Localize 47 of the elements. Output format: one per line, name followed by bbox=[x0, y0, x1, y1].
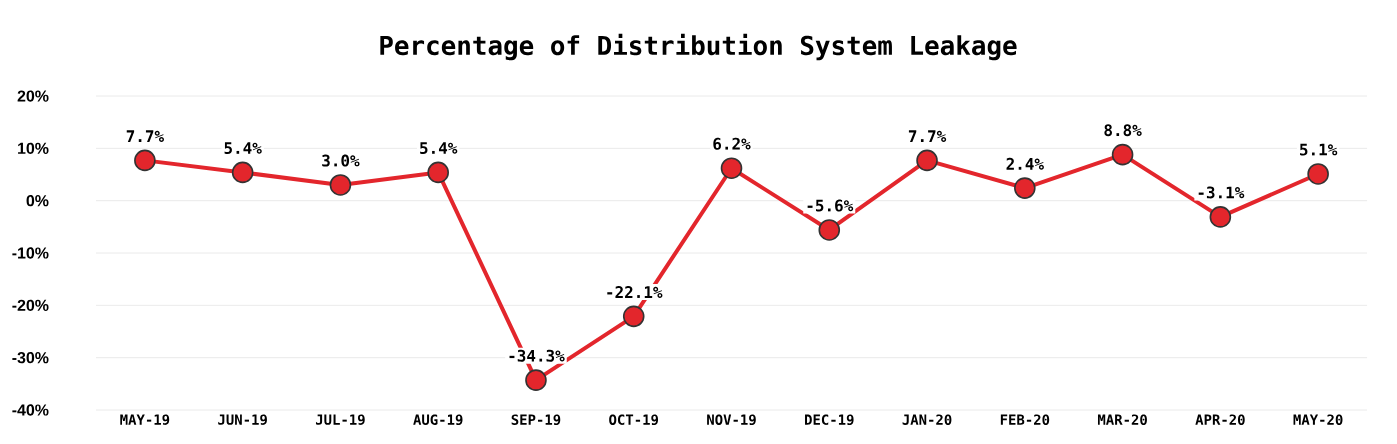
data-label: -34.3% bbox=[509, 349, 565, 362]
y-tick-label: -30% bbox=[12, 352, 49, 364]
data-label: -22.1% bbox=[607, 286, 663, 298]
data-label: 6.2% bbox=[713, 137, 751, 150]
point bbox=[329, 174, 352, 196]
x-tick-label: MAY-20 bbox=[1293, 414, 1343, 425]
x-tick-label: SEP-19 bbox=[511, 414, 561, 425]
data-label: 5.4% bbox=[224, 142, 262, 155]
y-tick-label: 20% bbox=[17, 90, 49, 102]
data-label: -5.6% bbox=[807, 199, 854, 212]
x-tick-label: MAY-19 bbox=[120, 414, 170, 425]
point bbox=[427, 161, 449, 184]
y-tick-label: -40% bbox=[12, 404, 49, 416]
data-label: 7.7% bbox=[126, 130, 164, 142]
x-tick-label: NOV-19 bbox=[707, 414, 756, 425]
x-tick-label: DEC-19 bbox=[805, 414, 854, 425]
data-label: 7.7% bbox=[908, 130, 947, 142]
point bbox=[916, 149, 938, 172]
data-label: 5.1% bbox=[1300, 143, 1338, 156]
data-label: -3.1% bbox=[1198, 186, 1245, 199]
point bbox=[1014, 177, 1036, 199]
point bbox=[1111, 143, 1134, 166]
x-tick-label: APR-20 bbox=[1195, 414, 1245, 425]
y-tick-label: -20% bbox=[12, 299, 49, 311]
x-tick-label: AUG-19 bbox=[413, 414, 463, 425]
point bbox=[720, 157, 743, 180]
y-tick-label: -10% bbox=[12, 247, 49, 259]
data-label: 8.8% bbox=[1104, 124, 1142, 137]
point bbox=[231, 161, 254, 184]
point bbox=[818, 219, 841, 241]
point bbox=[1307, 163, 1329, 185]
x-tick-label: MAR-20 bbox=[1097, 414, 1147, 425]
point bbox=[622, 305, 645, 328]
chart-title: Percentage of Distribution System Leakage bbox=[380, 33, 1017, 61]
y-tick-label: 10% bbox=[18, 142, 49, 154]
x-tick-label: OCT-19 bbox=[609, 414, 659, 425]
data-label: 3.0% bbox=[322, 154, 360, 167]
y-tick-label: 0% bbox=[26, 195, 49, 207]
x-tick-label: JAN-20 bbox=[902, 414, 952, 425]
point bbox=[134, 149, 156, 172]
point bbox=[1209, 206, 1232, 228]
x-tick-label: FEB-20 bbox=[1000, 414, 1050, 425]
data-label: 5.4% bbox=[420, 142, 458, 155]
x-tick-label: JUN-19 bbox=[218, 414, 267, 425]
x-tick-label: JUL-19 bbox=[315, 414, 365, 425]
point bbox=[525, 369, 547, 391]
data-label: 2.4% bbox=[1006, 157, 1044, 170]
